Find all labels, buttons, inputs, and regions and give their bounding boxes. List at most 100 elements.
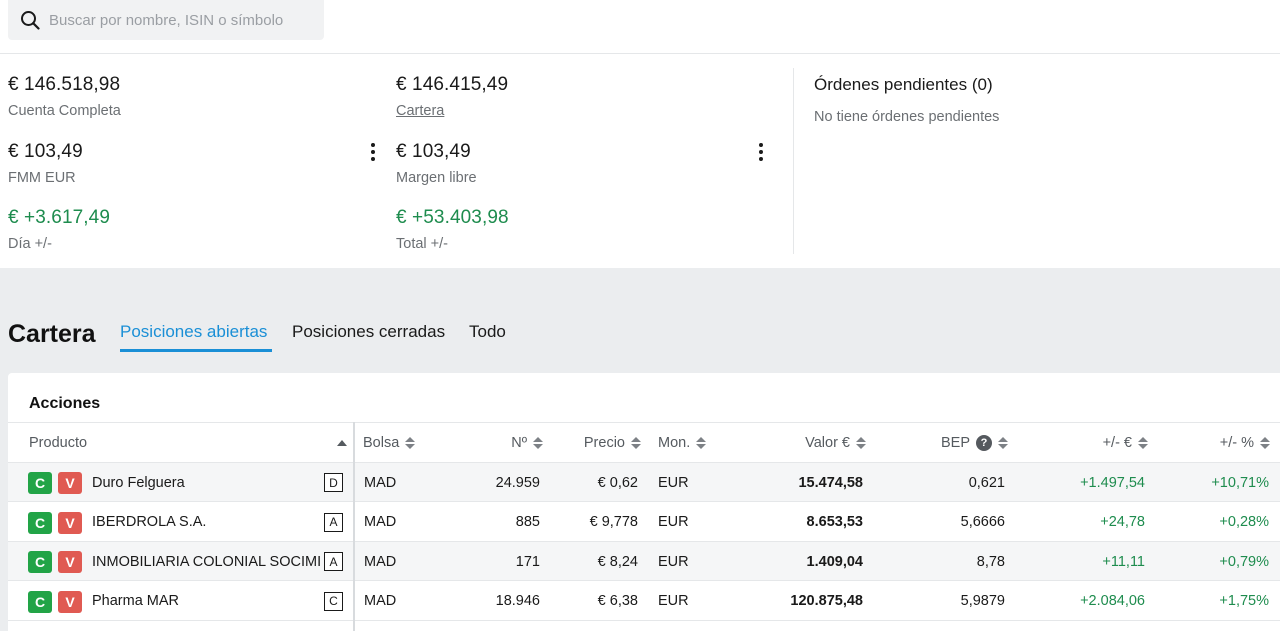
- cell-price: € 0,62: [597, 474, 638, 491]
- buy-button[interactable]: C: [28, 551, 52, 573]
- cell-value: 15.474,58: [798, 474, 863, 491]
- product-name[interactable]: IBERDROLA S.A.: [92, 514, 207, 530]
- table-header: Producto Bolsa Nº Precio Mon. Valor €: [8, 422, 1280, 463]
- tab-posiciones-cerradas[interactable]: Posiciones cerradas: [292, 322, 446, 341]
- metric-cartera: € 146.415,49 Cartera: [396, 74, 508, 119]
- metric-total: € +53.403,98 Total +/-: [396, 207, 509, 252]
- metric-value: € 103,49: [8, 141, 83, 162]
- col-precio[interactable]: Precio: [548, 423, 641, 462]
- metric-label: FMM EUR: [8, 170, 76, 186]
- cell-pl-eur: +24,78: [1100, 514, 1145, 530]
- search-icon: [21, 11, 40, 30]
- col-label: Valor €: [805, 434, 850, 451]
- col-pl-eur[interactable]: +/- €: [1018, 423, 1148, 462]
- metric-margen-libre: € 103,49 Margen libre: [396, 141, 477, 186]
- margen-more-icon[interactable]: [751, 140, 771, 164]
- cell-exchange: MAD: [364, 553, 397, 570]
- section-title: Acciones: [29, 395, 101, 412]
- col-bep[interactable]: BEP ?: [888, 423, 1008, 462]
- sort-icon: [1138, 436, 1148, 449]
- sell-button[interactable]: V: [58, 590, 82, 613]
- cell-price: € 6,38: [597, 593, 638, 609]
- table-row[interactable]: C V INMOBILIARIA COLONIAL SOCIMI A MAD 171 € 8…: [8, 542, 1280, 581]
- page-title: Cartera: [8, 320, 96, 348]
- cell-value: 1.409,04: [806, 553, 863, 570]
- cell-exchange: MAD: [364, 593, 397, 609]
- tab-posiciones-abiertas[interactable]: Posiciones abiertas: [120, 322, 268, 341]
- metric-label: Total +/-: [396, 236, 448, 252]
- cell-currency: EUR: [658, 553, 689, 570]
- cell-pl-eur: +11,11: [1102, 553, 1145, 570]
- sell-button[interactable]: V: [58, 472, 82, 494]
- sort-icon: [405, 436, 416, 449]
- col-label: BEP: [940, 434, 970, 451]
- metric-value: € +53.403,98: [396, 207, 509, 228]
- cell-bep: 0,621: [968, 474, 1005, 491]
- summary-divider: [793, 68, 794, 254]
- metric-value: € 146.518,98: [8, 74, 121, 95]
- cell-pl-pct: +0,28%: [1219, 514, 1269, 530]
- metric-value: € 146.415,49: [396, 74, 509, 95]
- tab-todo[interactable]: Todo: [469, 322, 506, 341]
- search-bar[interactable]: [8, 0, 324, 40]
- col-label: Bolsa: [363, 434, 400, 451]
- cell-pl-pct: +1,75%: [1219, 593, 1269, 609]
- cell-pl-pct: +0,79%: [1219, 553, 1269, 570]
- sort-icon: [631, 436, 641, 449]
- sort-icon: [998, 436, 1008, 449]
- header-divider: [0, 53, 1280, 54]
- cell-exchange: MAD: [364, 514, 397, 530]
- col-pl-pct[interactable]: +/- %: [1158, 423, 1270, 462]
- buy-button[interactable]: C: [28, 590, 52, 613]
- col-label: Nº: [511, 434, 527, 451]
- cell-quantity: 18.946: [495, 593, 540, 609]
- sort-icon: [856, 436, 866, 449]
- col-label: +/- €: [1102, 434, 1132, 451]
- metric-dia: € +3.617,49 Día +/-: [8, 207, 110, 252]
- product-badge: C: [324, 591, 343, 611]
- cell-pl-pct: +10,71%: [1211, 474, 1269, 491]
- sort-icon: [696, 436, 707, 449]
- cell-value: 120.875,48: [790, 593, 863, 609]
- sell-button[interactable]: V: [58, 511, 82, 534]
- cartera-link[interactable]: Cartera: [396, 103, 445, 119]
- product-name[interactable]: Pharma MAR: [92, 593, 180, 609]
- search-input[interactable]: [49, 11, 309, 29]
- col-label: Mon.: [658, 434, 691, 451]
- cell-bep: 8,78: [976, 553, 1005, 570]
- col-numero[interactable]: Nº: [448, 423, 543, 462]
- cell-currency: EUR: [658, 474, 689, 491]
- portfolio-section: Cartera Posiciones abiertas Posiciones c…: [0, 268, 1280, 631]
- cell-price: € 9,778: [589, 514, 638, 530]
- column-divider[interactable]: [353, 422, 355, 631]
- buy-button[interactable]: C: [28, 472, 52, 494]
- active-tab-indicator: [120, 349, 272, 352]
- col-valor[interactable]: Valor €: [738, 423, 866, 462]
- product-name[interactable]: Duro Felguera: [92, 474, 185, 491]
- sell-button[interactable]: V: [58, 551, 82, 573]
- help-icon[interactable]: ?: [976, 434, 992, 451]
- cell-value: 8.653,53: [806, 514, 863, 530]
- account-summary: € 146.518,98 Cuenta Completa € 146.415,4…: [0, 54, 1280, 268]
- cell-quantity: 24.959: [495, 474, 540, 491]
- product-badge: D: [324, 473, 343, 492]
- fmm-more-icon[interactable]: [363, 140, 383, 164]
- col-moneda[interactable]: Mon.: [658, 423, 738, 462]
- metric-label: Margen libre: [396, 170, 477, 186]
- col-label: Precio: [583, 434, 625, 451]
- buy-button[interactable]: C: [28, 511, 52, 534]
- metric-value: € 103,49: [396, 141, 471, 162]
- cell-currency: EUR: [658, 514, 689, 530]
- product-name[interactable]: INMOBILIARIA COLONIAL SOCIMI: [92, 553, 320, 570]
- table-row[interactable]: C V IBERDROLA S.A. A MAD 885 € 9,778 EUR 8.653,5…: [8, 503, 1280, 542]
- metric-label: Cuenta Completa: [8, 103, 121, 119]
- cell-quantity: 171: [515, 553, 540, 570]
- table-row[interactable]: C V Pharma MAR C MAD 18.946 € 6,38 EUR 120.875,4…: [8, 582, 1280, 621]
- col-bolsa[interactable]: Bolsa: [363, 423, 443, 462]
- col-producto[interactable]: Producto: [29, 423, 347, 462]
- sort-icon: [1260, 436, 1270, 449]
- col-label: +/- %: [1219, 434, 1254, 451]
- table-row[interactable]: C V Duro Felguera D MAD 24.959 € 0,62 EUR 15.474…: [8, 463, 1280, 502]
- cell-pl-eur: +2.084,06: [1080, 593, 1145, 609]
- cell-bep: 5,6666: [960, 514, 1005, 530]
